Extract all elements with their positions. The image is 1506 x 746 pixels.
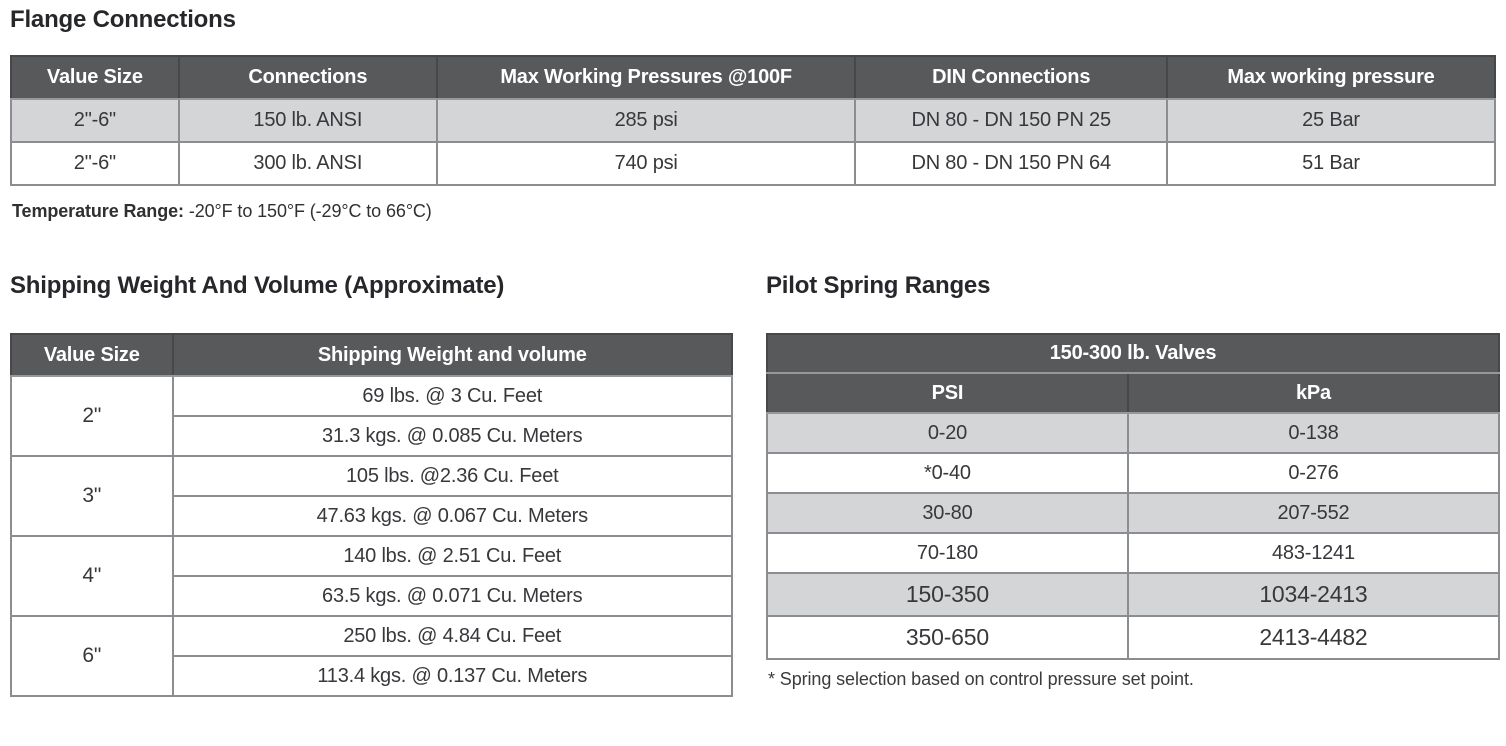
table-cell: 51 Bar	[1166, 141, 1496, 186]
table-row: 47.63 kgs. @ 0.067 Cu. Meters	[11, 495, 733, 537]
shipping-weight-title: Shipping Weight And Volume (Approximate)	[10, 272, 505, 299]
table-cell: 207-552	[1126, 492, 1501, 534]
table-cell: 285 psi	[435, 98, 857, 143]
column-header-shipping-weight: Shipping Weight and volume	[171, 333, 733, 377]
table-row: 3" 105 lbs. @2.36 Cu. Feet	[10, 455, 733, 537]
table-cell: 70-180	[766, 532, 1129, 574]
table-cell: 113.4 kgs. @ 0.137 Cu. Meters	[171, 655, 733, 697]
table-cell: 69 lbs. @ 3 Cu. Feet	[171, 375, 733, 417]
pilot-spring-title: Pilot Spring Ranges	[766, 272, 991, 299]
table-cell: 2"-6"	[10, 98, 180, 143]
pilot-spring-table: 150-300 lb. Valves PSI kPa 0-20 0-138 *0…	[766, 333, 1501, 660]
table-cell: 47.63 kgs. @ 0.067 Cu. Meters	[171, 495, 733, 537]
table-row: 2"-6" 150 lb. ANSI 285 psi DN 80 - DN 15…	[10, 98, 1496, 143]
column-header-value-size: Value Size	[10, 55, 180, 100]
table-cell: 2413-4482	[1126, 615, 1501, 660]
temperature-range-value: -20°F to 150°F (-29°C to 66°C)	[183, 201, 432, 221]
lower-sections: Shipping Weight And Volume (Approximate)…	[10, 272, 1501, 697]
table-row: 0-20 0-138	[766, 412, 1501, 454]
size-cell: 6"	[10, 615, 174, 697]
table-cell: 150 lb. ANSI	[177, 98, 438, 143]
table-row: 6" 250 lbs. @ 4.84 Cu. Feet	[10, 615, 733, 697]
table-cell: 63.5 kgs. @ 0.071 Cu. Meters	[171, 575, 733, 617]
column-header-din-connections: DIN Connections	[854, 55, 1168, 100]
table-row: 150-350 1034-2413	[766, 572, 1501, 617]
table-cell: 0-20	[766, 412, 1129, 454]
table-cell: *0-40	[766, 452, 1129, 494]
table-cell: 1034-2413	[1126, 572, 1501, 617]
pilot-header-row: PSI kPa	[766, 372, 1501, 414]
temperature-range-note: Temperature Range: -20°F to 150°F (-29°C…	[12, 201, 1496, 222]
flange-connections-title: Flange Connections	[10, 6, 236, 33]
column-header-psi: PSI	[766, 372, 1129, 414]
table-row: 70-180 483-1241	[766, 532, 1501, 574]
temperature-range-label: Temperature Range:	[12, 201, 184, 221]
table-cell: 250 lbs. @ 4.84 Cu. Feet	[171, 615, 733, 657]
table-cell: 105 lbs. @2.36 Cu. Feet	[171, 455, 733, 497]
column-header-max-working-pressures: Max Working Pressures @100F	[435, 55, 857, 100]
table-row: 350-650 2413-4482	[766, 615, 1501, 660]
datasheet-page: Flange Connections Value Size Connection…	[10, 6, 1501, 697]
table-cell: 31.3 kgs. @ 0.085 Cu. Meters	[171, 415, 733, 457]
table-cell: 30-80	[766, 492, 1129, 534]
shipping-section: Shipping Weight And Volume (Approximate)…	[10, 272, 733, 697]
table-cell: 2"-6"	[10, 141, 180, 186]
table-cell: DN 80 - DN 150 PN 64	[854, 141, 1168, 186]
table-cell: 25 Bar	[1166, 98, 1496, 143]
table-row: 4" 140 lbs. @ 2.51 Cu. Feet	[10, 535, 733, 617]
flange-connections-table: Value Size Connections Max Working Press…	[10, 55, 1496, 186]
table-cell: 350-650	[766, 615, 1129, 660]
table-row: *0-40 0-276	[766, 452, 1501, 494]
table-row: 2"-6" 300 lb. ANSI 740 psi DN 80 - DN 15…	[10, 141, 1496, 186]
pilot-spring-section: Pilot Spring Ranges 150-300 lb. Valves P…	[766, 272, 1501, 697]
table-cell: 740 psi	[435, 141, 857, 186]
column-header-value-size: Value Size	[10, 333, 174, 377]
shipping-weight-table: Value Size Shipping Weight and volume 2"…	[10, 333, 733, 697]
size-cell: 3"	[10, 455, 174, 537]
table-cell: 140 lbs. @ 2.51 Cu. Feet	[171, 535, 733, 577]
table-cell: 483-1241	[1126, 532, 1501, 574]
table-cell: 0-276	[1126, 452, 1501, 494]
column-header-valves: 150-300 lb. Valves	[766, 333, 1500, 374]
pilot-span-header-row: 150-300 lb. Valves	[766, 333, 1500, 374]
shipping-header-row: Value Size Shipping Weight and volume	[10, 333, 733, 377]
size-cell: 4"	[10, 535, 174, 617]
table-row: 31.3 kgs. @ 0.085 Cu. Meters	[11, 415, 733, 457]
column-header-kpa: kPa	[1126, 372, 1501, 414]
table-cell: DN 80 - DN 150 PN 25	[854, 98, 1168, 143]
column-header-connections: Connections	[177, 55, 438, 100]
table-cell: 150-350	[766, 572, 1129, 617]
table-row: 30-80 207-552	[766, 492, 1501, 534]
table-row: 113.4 kgs. @ 0.137 Cu. Meters	[11, 655, 733, 697]
table-cell: 300 lb. ANSI	[177, 141, 438, 186]
table-row: 63.5 kgs. @ 0.071 Cu. Meters	[11, 575, 733, 617]
table-row: 2" 69 lbs. @ 3 Cu. Feet	[10, 375, 733, 457]
size-cell: 2"	[10, 375, 174, 457]
column-header-max-working-pressure: Max working pressure	[1166, 55, 1496, 100]
flange-header-row: Value Size Connections Max Working Press…	[10, 55, 1496, 100]
spring-selection-footnote: * Spring selection based on control pres…	[768, 669, 1194, 689]
table-cell: 0-138	[1126, 412, 1501, 454]
